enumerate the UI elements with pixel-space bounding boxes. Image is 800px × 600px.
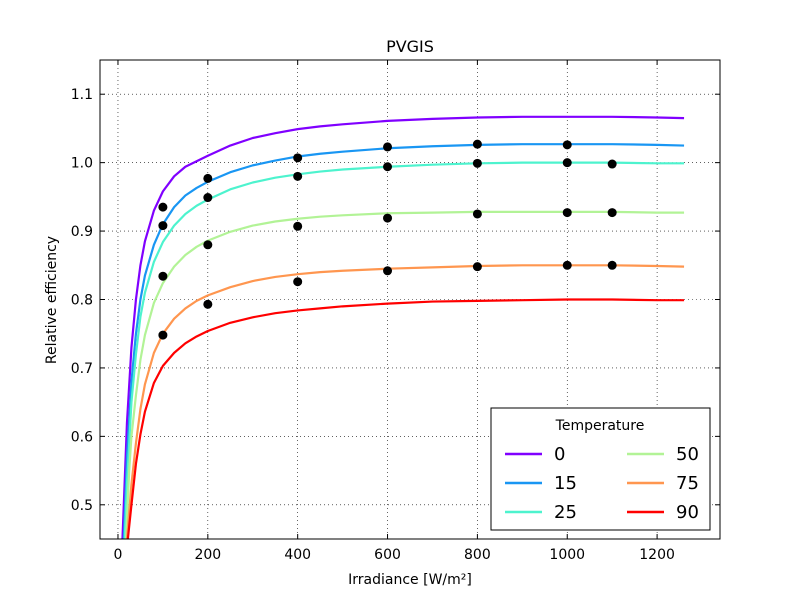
data-point [383, 142, 393, 152]
data-point [383, 162, 393, 172]
y-tick-label: 0.5 [71, 498, 93, 514]
chart-title: PVGIS [386, 37, 434, 56]
y-tick-label: 0.7 [71, 361, 93, 377]
data-point [472, 262, 482, 272]
data-point [203, 240, 213, 250]
data-point [158, 330, 168, 340]
data-point [293, 277, 303, 287]
legend-label-25: 25 [554, 502, 577, 523]
legend-label-90: 90 [676, 502, 699, 523]
data-point [293, 221, 303, 231]
series-line-0 [121, 115, 685, 539]
data-point [472, 158, 482, 168]
data-point [203, 299, 213, 309]
data-point [293, 171, 303, 181]
x-tick-label: 1200 [639, 547, 675, 563]
y-tick-label: 1.1 [71, 87, 93, 103]
x-tick-label: 0 [114, 547, 123, 563]
x-tick-label: 200 [194, 547, 221, 563]
data-point [293, 153, 303, 163]
x-tick-label: 600 [374, 547, 401, 563]
data-point [562, 260, 572, 270]
series-line-15 [122, 143, 685, 539]
data-point [383, 213, 393, 223]
x-tick-label: 1000 [549, 547, 585, 563]
data-point [607, 159, 617, 169]
y-tick-label: 0.8 [71, 293, 93, 309]
legend-label-0: 0 [554, 444, 565, 465]
legend-title: Temperature [555, 418, 645, 434]
y-tick-label: 0.9 [71, 224, 93, 240]
data-point [607, 260, 617, 270]
legend-label-15: 15 [554, 473, 577, 494]
series-line-75 [125, 264, 685, 539]
series-line-90 [126, 298, 685, 539]
y-tick-label: 1.0 [71, 156, 93, 172]
data-point [607, 208, 617, 218]
series-line-50 [124, 210, 685, 539]
marker-group [158, 139, 617, 340]
data-point [562, 208, 572, 218]
legend-items: 0 15 25 50 75 90 [505, 444, 699, 523]
legend-label-75: 75 [676, 473, 699, 494]
series-line-25 [123, 161, 685, 539]
data-point [472, 209, 482, 219]
x-axis-label: Irradiance [W/m²] [348, 572, 472, 588]
ticks: 0 200 400 600 800 1000 1200 0.5 0.6 0.7 0.8 0.9 1.0 1… [71, 60, 720, 563]
series-group [121, 115, 685, 539]
legend: Temperature 0 15 25 50 75 90 [490, 407, 711, 531]
legend-label-50: 50 [676, 444, 699, 465]
data-point [203, 173, 213, 183]
data-point [562, 140, 572, 150]
y-axis-label: Relative efficiency [44, 236, 60, 364]
data-point [203, 193, 213, 203]
y-tick-label: 0.6 [71, 429, 93, 445]
data-point [562, 158, 572, 168]
data-point [383, 266, 393, 276]
legend-box [490, 407, 711, 531]
x-tick-label: 800 [464, 547, 491, 563]
data-point [158, 202, 168, 212]
data-point [472, 139, 482, 149]
x-tick-label: 400 [284, 547, 311, 563]
data-point [158, 271, 168, 281]
data-point [158, 221, 168, 231]
